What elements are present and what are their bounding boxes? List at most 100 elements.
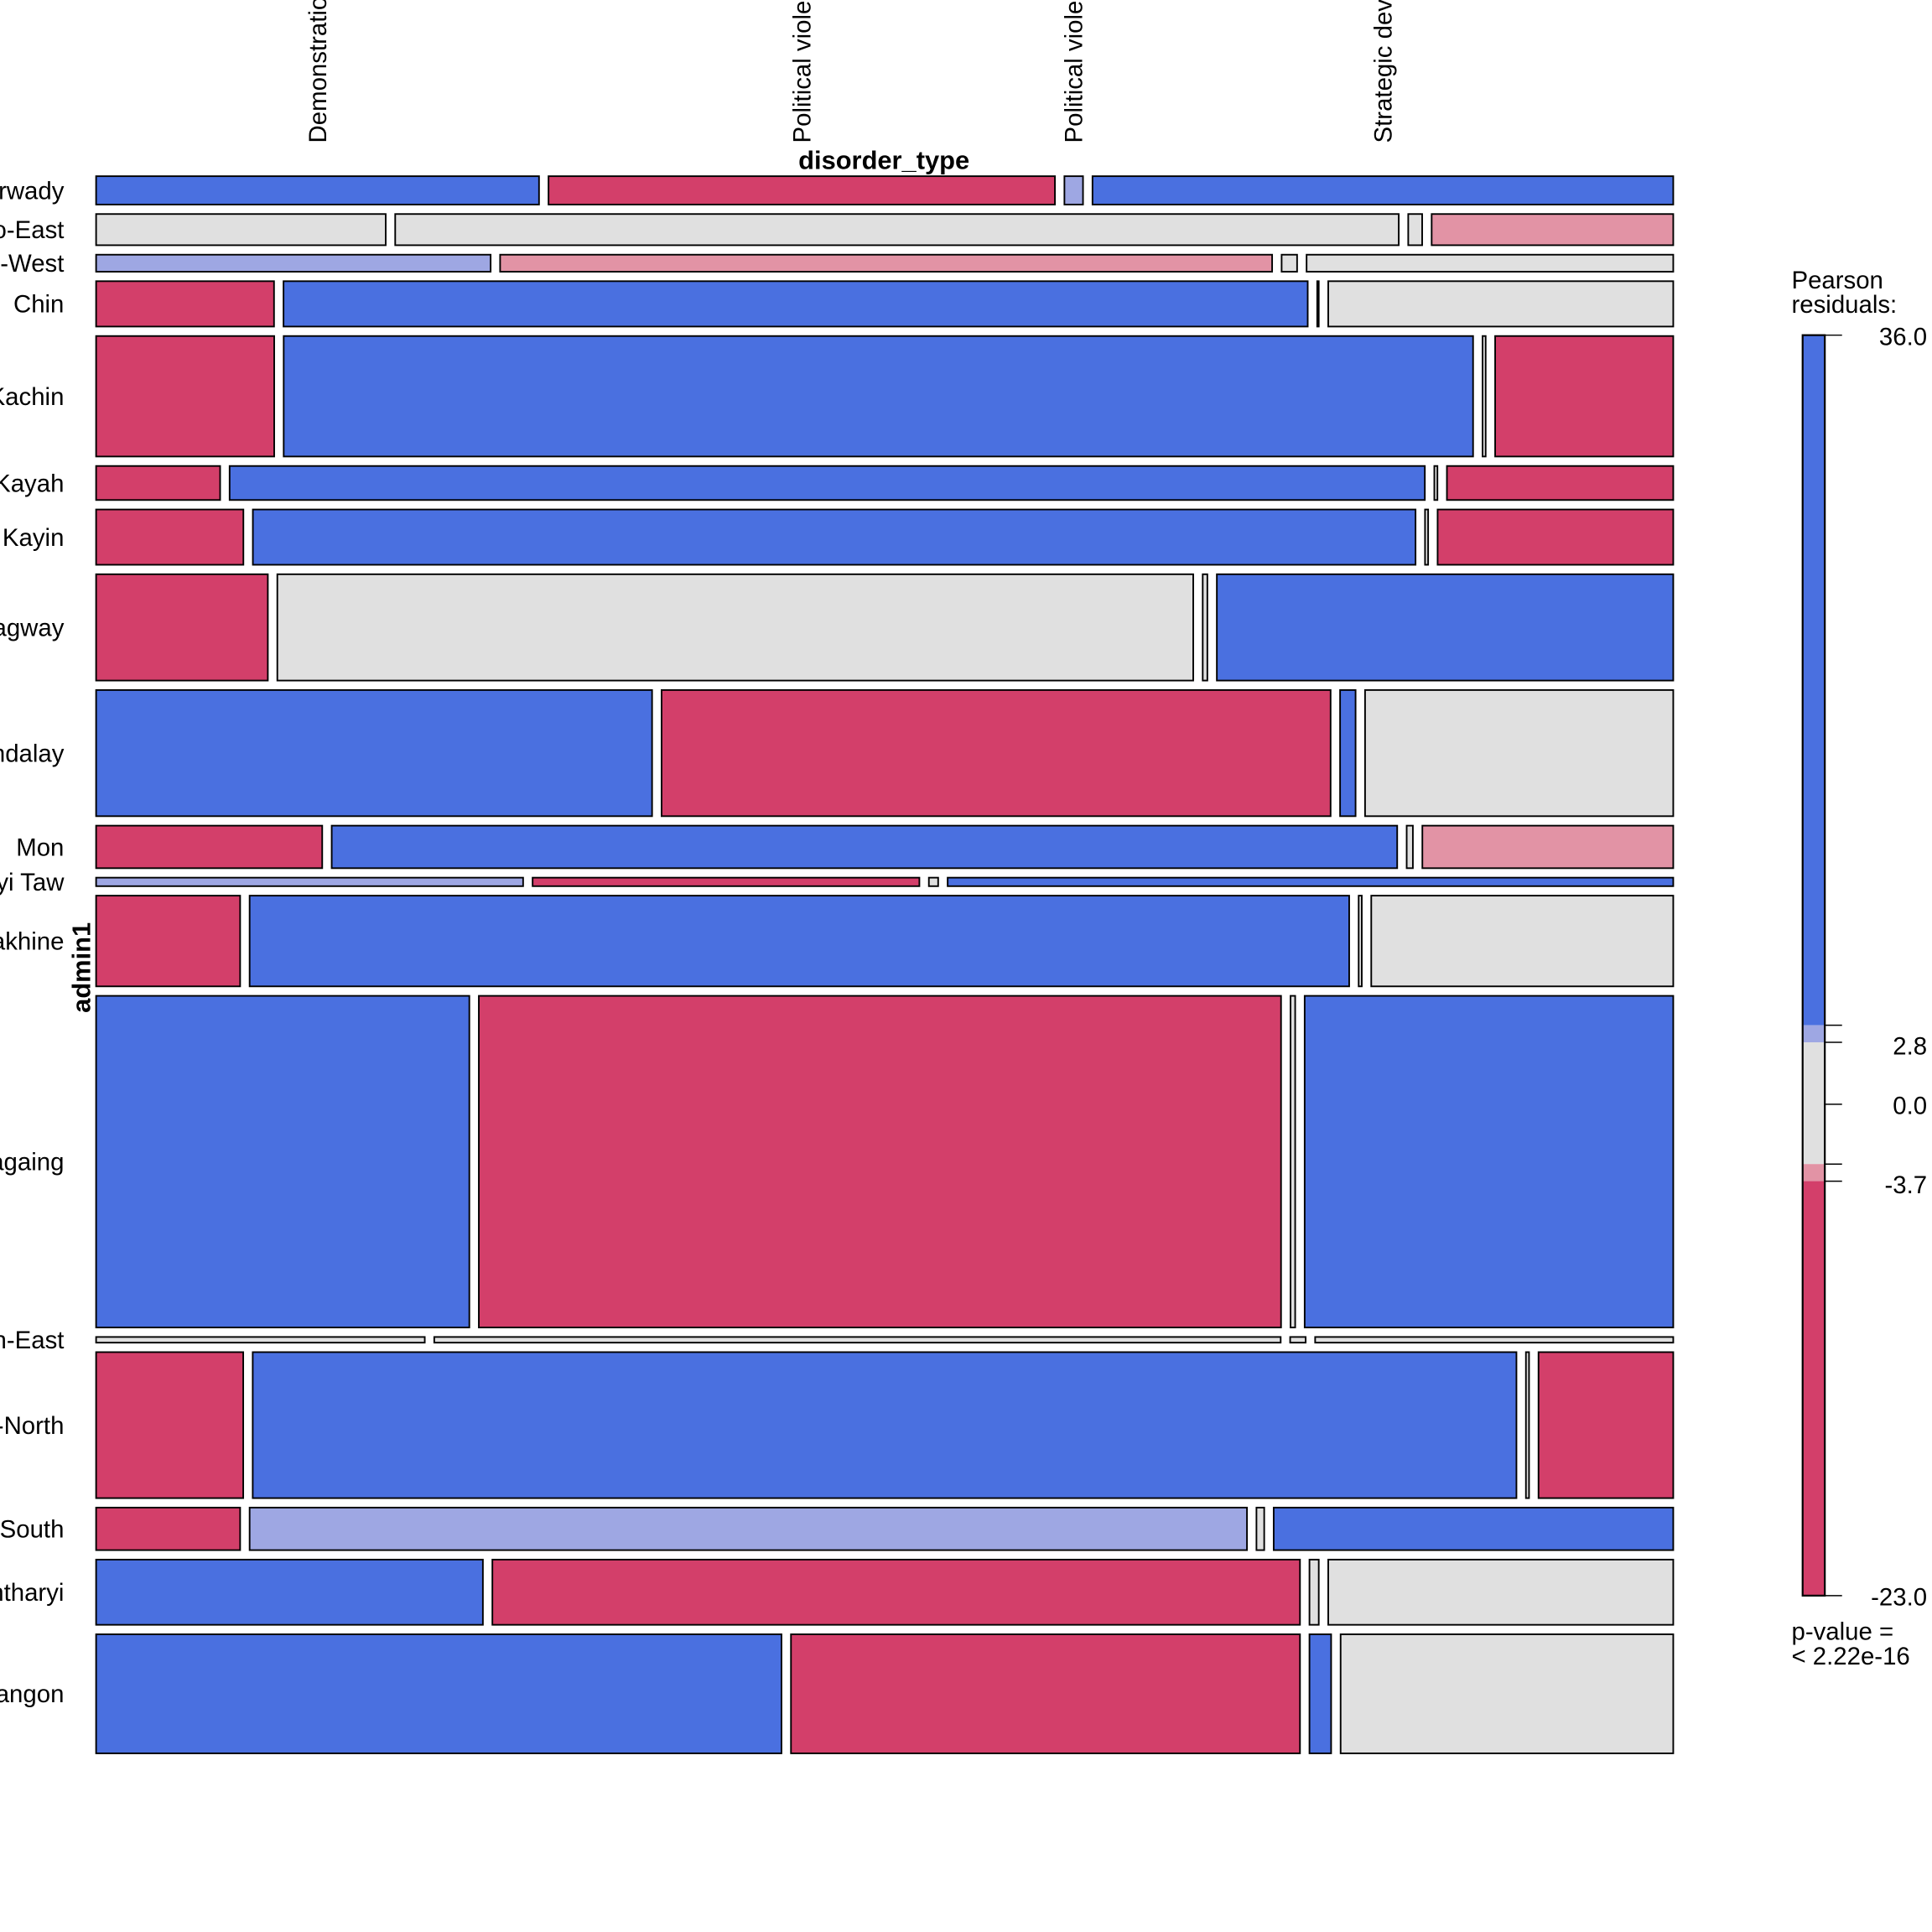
mosaic-cell — [95, 175, 540, 205]
legend: Pearson residuals: 36.0 2.8 0.0 -3.7 -23.0 p… — [1791, 267, 1927, 1670]
mosaic-cell — [95, 253, 492, 273]
mosaic-cell — [1216, 573, 1675, 682]
mosaic-cell — [95, 995, 470, 1329]
mosaic-cell — [95, 688, 653, 818]
mosaic-cell — [276, 573, 1194, 682]
mosaic-cell — [394, 213, 1400, 247]
mosaic-cell — [1327, 280, 1675, 328]
mosaic-cell — [1358, 895, 1363, 988]
row-label: Shan-North — [0, 1412, 64, 1440]
mosaic-cell — [1537, 1351, 1675, 1499]
mosaic-cell — [1363, 688, 1675, 818]
mosaic-cell — [1255, 1506, 1265, 1551]
mosaic-cell — [1370, 895, 1675, 988]
row-label: Mon — [16, 834, 64, 861]
mosaic-cell — [248, 895, 1350, 988]
mosaic-cell — [491, 1558, 1301, 1626]
column-label: Political violence; Demonstrations — [1061, 0, 1088, 143]
legend-band — [1802, 335, 1826, 1026]
row-label: Kachin — [0, 383, 64, 411]
mosaic-cell — [1308, 1633, 1332, 1754]
legend-title-line2: residuals: — [1791, 291, 1897, 319]
x-axis-title: disorder_type — [798, 145, 969, 174]
mosaic-cells — [95, 175, 1675, 1754]
mosaic-cell — [532, 876, 921, 887]
mosaic-cell — [95, 824, 324, 870]
mosaic-cell — [1091, 175, 1675, 205]
row-label: Shan-South — [0, 1516, 64, 1544]
mosaic-cell — [1063, 175, 1084, 205]
legend-title-line1: Pearson — [1791, 267, 1883, 294]
mosaic-cell — [478, 995, 1282, 1329]
mosaic-cell — [1280, 253, 1298, 273]
legend-band — [1802, 1164, 1826, 1182]
mosaic-cell — [1339, 688, 1357, 818]
mosaic-cell — [548, 175, 1057, 205]
mosaic-cell — [1327, 1558, 1675, 1626]
mosaic-cell — [1290, 995, 1296, 1329]
mosaic-cell — [1524, 1351, 1530, 1499]
row-label: Rakhine — [0, 927, 64, 955]
mosaic-cell — [95, 465, 221, 501]
mosaic-cell — [1316, 280, 1320, 328]
mosaic-cell — [1339, 1633, 1675, 1754]
legend-band — [1802, 1025, 1826, 1042]
column-label: Strategic developments — [1369, 0, 1397, 143]
mosaic-cell — [95, 1336, 426, 1344]
legend-tick-label: -23.0 — [1871, 1584, 1927, 1612]
mosaic-cell — [790, 1633, 1301, 1754]
column-label: Demonstrations — [304, 0, 332, 143]
mosaic-cell — [660, 688, 1332, 818]
row-labels: Ayeyarwady Bago-East Bago-West Chin Kachin Ka… — [0, 177, 65, 1708]
row-label: Bago-East — [0, 216, 64, 244]
mosaic-cell — [1308, 1558, 1320, 1626]
mosaic-cell — [95, 573, 269, 682]
mosaic-cell — [330, 824, 1399, 870]
mosaic-cell — [1431, 213, 1675, 247]
row-label: Tanintharyi — [0, 1579, 64, 1607]
legend-band — [1802, 1041, 1826, 1165]
mosaic-cell — [433, 1336, 1282, 1344]
row-label: Mandalay — [0, 740, 65, 767]
legend-tick-label: 36.0 — [1879, 323, 1927, 351]
mosaic-cell — [95, 1506, 242, 1551]
mosaic-cell — [1202, 573, 1208, 682]
row-label: Chin — [13, 291, 64, 319]
mosaic-cell — [1433, 465, 1439, 501]
mosaic-cell — [1494, 335, 1675, 458]
mosaic-cell — [947, 876, 1675, 887]
legend-bar-frame — [1801, 334, 1826, 1597]
mosaic-cell — [1482, 335, 1487, 458]
mosaic-cell — [248, 1506, 1249, 1551]
mosaic-cell — [252, 1351, 1518, 1499]
legend-band — [1802, 1181, 1826, 1596]
mosaic-cell — [95, 1633, 782, 1754]
legend-tick-label: 0.0 — [1893, 1093, 1927, 1120]
column-label: Political violence — [788, 0, 816, 143]
mosaic-cell — [1436, 508, 1675, 566]
mosaic-cell — [95, 895, 242, 988]
row-label: Kayah — [0, 470, 64, 497]
mosaic-cell — [95, 1351, 245, 1499]
mosaic-cell — [95, 213, 387, 247]
mosaic-cell — [1306, 253, 1675, 273]
legend-pvalue-line1: p-value = — [1791, 1618, 1893, 1646]
mosaic-cell — [252, 508, 1417, 566]
mosaic-cell — [1405, 824, 1414, 870]
mosaic-cell — [95, 280, 275, 328]
row-label: Bago-West — [0, 250, 64, 278]
column-labels: Demonstrations Political violence Politica… — [304, 0, 1397, 143]
legend-tick-label: 2.8 — [1893, 1032, 1927, 1060]
mosaic-cell — [499, 253, 1274, 273]
row-label: Yangon — [0, 1680, 64, 1708]
mosaic-cell — [1289, 1336, 1307, 1344]
mosaic-cell — [1424, 508, 1430, 566]
mosaic-cell — [927, 876, 939, 887]
mosaic-cell — [228, 465, 1426, 501]
y-axis-title: admin1 — [66, 922, 96, 1013]
legend-pvalue-line2: < 2.22e-16 — [1791, 1643, 1909, 1670]
mosaic-cell — [1314, 1336, 1675, 1344]
row-label: Shan-East — [0, 1327, 64, 1354]
mosaic-cell — [283, 280, 1309, 328]
